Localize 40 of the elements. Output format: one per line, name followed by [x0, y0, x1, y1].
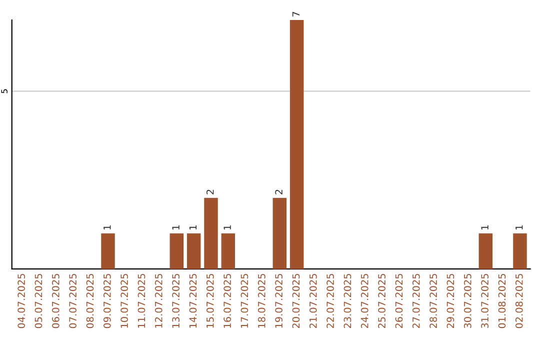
x-tick-label: 09.07.2025 — [103, 274, 111, 328]
x-tick-label: 06.07.2025 — [52, 274, 60, 328]
x-tick-label: 15.07.2025 — [206, 274, 214, 328]
data-label: 1 — [189, 225, 197, 230]
x-tick-label: 18.07.2025 — [258, 274, 266, 328]
x-tick-label: 23.07.2025 — [344, 274, 352, 328]
x-tick-label: 12.07.2025 — [154, 274, 162, 328]
x-tick-label: 24.07.2025 — [360, 274, 368, 328]
x-tick-label: 07.07.2025 — [69, 274, 76, 328]
x-tick-label: 30.07.2025 — [464, 274, 472, 328]
x-tick-label: 20.07.2025 — [292, 274, 300, 328]
x-tick-label: 17.07.2025 — [240, 274, 248, 328]
x-tick-label: 08.07.2025 — [86, 274, 94, 328]
data-label: 1 — [516, 225, 523, 230]
x-tick-label: 25.07.2025 — [378, 274, 386, 328]
data-label: 2 — [206, 190, 214, 194]
x-tick-label: 01.08.2025 — [498, 274, 506, 328]
data-label: 1 — [224, 225, 231, 230]
x-tick-label: 27.07.2025 — [412, 274, 420, 328]
data-label: 2 — [275, 190, 282, 194]
x-tick-label: 13.07.2025 — [172, 274, 180, 328]
x-tick-label: 16.07.2025 — [224, 274, 231, 328]
x-tick-label: 21.07.2025 — [309, 274, 317, 328]
x-tick-label: 11.07.2025 — [138, 274, 146, 328]
x-tick-label: 31.07.2025 — [481, 274, 488, 328]
data-label: 1 — [172, 225, 180, 230]
x-tick-label: 22.07.2025 — [326, 274, 334, 328]
x-tick-label: 05.07.2025 — [34, 274, 42, 328]
x-tick-label: 29.07.2025 — [446, 274, 454, 328]
x-tick-label: 26.07.2025 — [395, 274, 403, 328]
x-tick-label: 14.07.2025 — [189, 274, 197, 328]
data-label: 7 — [292, 12, 300, 16]
x-tick-label: 04.07.2025 — [18, 274, 25, 328]
data-label: 1 — [481, 225, 488, 230]
x-tick-label: 02.08.2025 — [515, 274, 523, 328]
x-tick-label: 10.07.2025 — [120, 274, 128, 328]
y-tick-label: 5 — [1, 89, 8, 94]
x-tick-label: 28.07.2025 — [430, 274, 437, 328]
data-label: 1 — [104, 225, 111, 230]
x-tick-label: 19.07.2025 — [275, 274, 282, 328]
